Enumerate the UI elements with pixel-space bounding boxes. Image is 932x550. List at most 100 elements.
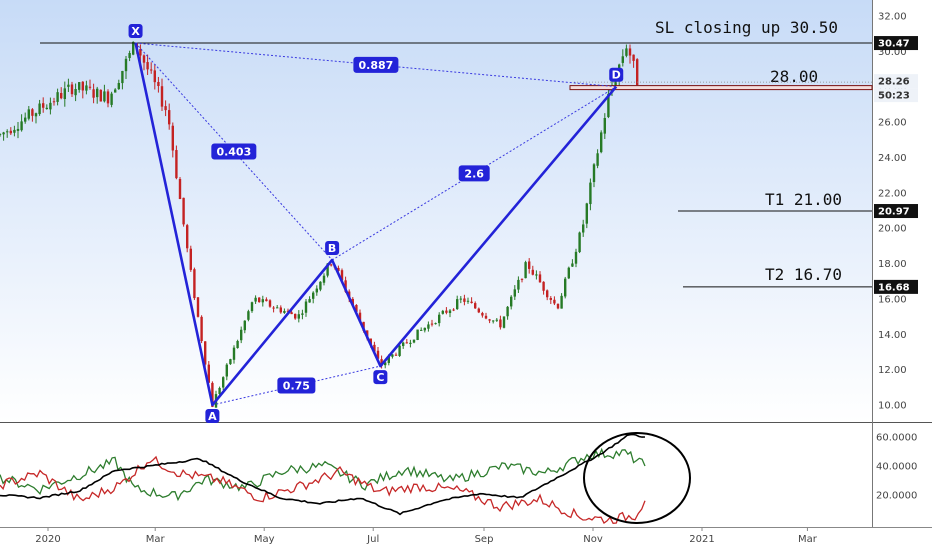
candle-body [49,102,52,110]
pattern-point-bg [128,24,143,39]
candle-body [416,329,419,340]
candle-body [373,344,376,352]
candle-body [243,320,246,331]
candle-body [222,377,225,388]
candle-body [38,103,41,115]
ratio-label-2.6: 2.6 [458,165,490,182]
candle-body [636,59,639,86]
candle-body [614,79,617,86]
levels-layer: SL closing up 30.50 28.00 T1 21.00 T2 16.70 [40,18,873,288]
candle-body [200,316,203,342]
candle-body [434,323,437,325]
candle-body [531,269,534,275]
candle-body [52,101,56,103]
indicator-lines [0,433,646,524]
last-price-box-bg [874,74,918,89]
candle-body [607,93,610,118]
last-price-box-text: 28.26 [878,77,910,88]
time-tick-label: Jul [366,534,379,545]
price-tick-label: 26.00 [878,118,907,129]
pattern-point-label: D [612,69,621,82]
candle-body [27,109,30,119]
time-tick-label: May [254,534,275,545]
last-price-box: 28.26 [874,74,918,89]
candle-body [625,48,628,56]
candle-body [520,278,524,280]
candle-body [250,302,254,312]
candle-body [99,89,102,102]
candle-body [546,290,549,298]
price-axis: 10.00 12.00 14.00 16.00 18.00 20.00 22.00 24.00… [874,12,918,412]
candle-body [9,130,12,134]
candle-body [114,89,117,93]
candle-body [24,117,27,122]
candle-body [484,315,488,319]
candle-body [448,310,452,314]
candle-body [178,178,182,200]
ratio-label-bg [277,377,316,394]
countdown-box: 50:23 [874,88,918,103]
candle-body [427,324,430,329]
ratio-label-bg [353,56,399,73]
candle-body [492,320,495,322]
candle-body [535,274,538,276]
candle-body [20,121,23,131]
candle-body [585,203,588,224]
time-tick-label: Mar [798,534,818,545]
candle-body [564,278,567,297]
ratio-line-AC [212,365,381,406]
candle-body [153,70,156,83]
candle-body [6,131,9,133]
pattern-point-label: A [208,410,217,423]
candle-body [63,88,66,100]
candle-body [499,319,502,328]
target-1-price-box-bg [874,204,918,219]
target-1-label: T1 21.00 [765,190,842,209]
indicator-line-black [0,433,646,516]
candle-body [510,296,513,307]
time-tick-label: Sep [475,534,494,545]
candle-body [139,49,142,56]
candle-body [322,275,326,283]
candle-body [103,91,106,102]
ratio-label-bg [211,143,257,160]
time-axis: 2020 Mar May Jul Sep Nov 2021 Mar [35,527,818,545]
candle-body [355,304,358,312]
candle-body [160,86,164,107]
candle-body [121,70,124,84]
target-1-price-box-text: 20.97 [878,207,910,218]
candle-body [369,338,372,345]
candle-body [268,300,272,307]
price-tick-label: 22.00 [878,188,907,199]
candle-body [592,164,596,183]
candle-body [376,350,380,359]
candle-body [78,82,81,90]
candle-body [0,134,2,136]
candle-body [196,297,200,317]
ratio-label-text: 0.403 [216,146,251,159]
indicator-highlight-circle [583,432,691,524]
candle-body [60,92,63,99]
candle-body [146,62,149,70]
pattern-point-bg [205,409,220,423]
ratio-label-0.403: 0.403 [211,143,257,160]
target-2-price-box: 16.68 [874,279,918,294]
candle-body [603,117,606,134]
target-2-label: T2 16.70 [765,265,842,284]
pattern-legs [134,42,618,407]
pattern-point-bg [325,241,340,256]
pattern-point-bg [609,67,624,82]
candle-body [506,306,509,317]
time-tick-label: 2020 [35,534,60,545]
candle-body [186,225,189,249]
candle-body [340,270,344,281]
candle-body [34,113,38,117]
candle-body [394,354,398,356]
candle-body [319,281,322,290]
candle-body [402,342,405,347]
candle-body [466,300,470,302]
candle-body [574,251,578,264]
candle-body [452,309,455,311]
stop-loss-label: SL closing up 30.50 [655,18,838,37]
candle-body [236,340,239,349]
